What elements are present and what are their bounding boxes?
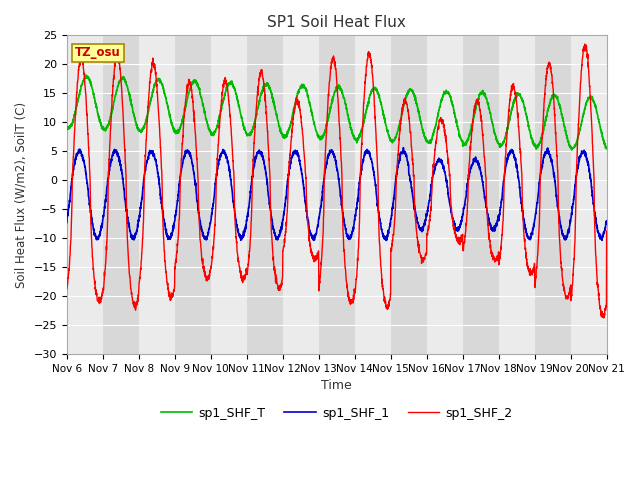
Bar xyxy=(175,36,211,354)
Bar xyxy=(390,36,427,354)
sp1_SHF_1 xyxy=(157,192,164,197)
sp1_SHF_1 xyxy=(125,221,132,227)
Bar xyxy=(463,36,499,354)
Line: sp1_SHF_T: sp1_SHF_T xyxy=(67,75,607,150)
sp1_SHF_T xyxy=(593,107,600,113)
sp1_SHF_T xyxy=(157,78,164,84)
sp1_SHF_2 xyxy=(125,254,132,260)
sp1_SHF_2 xyxy=(581,41,589,47)
Bar xyxy=(319,36,355,354)
Text: TZ_osu: TZ_osu xyxy=(75,47,120,60)
sp1_SHF_T xyxy=(294,91,301,96)
sp1_SHF_T xyxy=(270,100,278,106)
sp1_SHF_2 xyxy=(593,261,600,266)
Title: SP1 Soil Heat Flux: SP1 Soil Heat Flux xyxy=(268,15,406,30)
sp1_SHF_1 xyxy=(534,192,542,198)
sp1_SHF_T xyxy=(63,125,70,131)
sp1_SHF_T xyxy=(534,143,542,148)
Line: sp1_SHF_1: sp1_SHF_1 xyxy=(67,148,607,240)
sp1_SHF_2 xyxy=(534,249,541,254)
Bar xyxy=(534,36,571,354)
Line: sp1_SHF_2: sp1_SHF_2 xyxy=(67,44,607,318)
sp1_SHF_1 xyxy=(293,148,301,154)
sp1_SHF_1 xyxy=(603,219,611,225)
sp1_SHF_T xyxy=(568,147,575,153)
sp1_SHF_2 xyxy=(600,315,608,321)
sp1_SHF_T xyxy=(125,88,132,94)
Legend: sp1_SHF_T, sp1_SHF_1, sp1_SHF_2: sp1_SHF_T, sp1_SHF_1, sp1_SHF_2 xyxy=(156,402,517,425)
sp1_SHF_1 xyxy=(593,221,600,227)
sp1_SHF_1 xyxy=(63,219,70,225)
sp1_SHF_2 xyxy=(270,262,278,268)
sp1_SHF_T xyxy=(603,145,611,151)
sp1_SHF_1 xyxy=(270,228,278,233)
Bar xyxy=(103,36,139,354)
sp1_SHF_2 xyxy=(63,286,70,292)
sp1_SHF_1 xyxy=(382,238,390,243)
sp1_SHF_2 xyxy=(603,228,611,234)
Y-axis label: Soil Heat Flux (W/m2), SoilT (C): Soil Heat Flux (W/m2), SoilT (C) xyxy=(15,102,28,288)
sp1_SHF_2 xyxy=(157,144,164,150)
X-axis label: Time: Time xyxy=(321,379,352,392)
Bar xyxy=(247,36,283,354)
sp1_SHF_2 xyxy=(293,97,301,103)
sp1_SHF_1 xyxy=(399,145,407,151)
sp1_SHF_T xyxy=(82,72,90,78)
